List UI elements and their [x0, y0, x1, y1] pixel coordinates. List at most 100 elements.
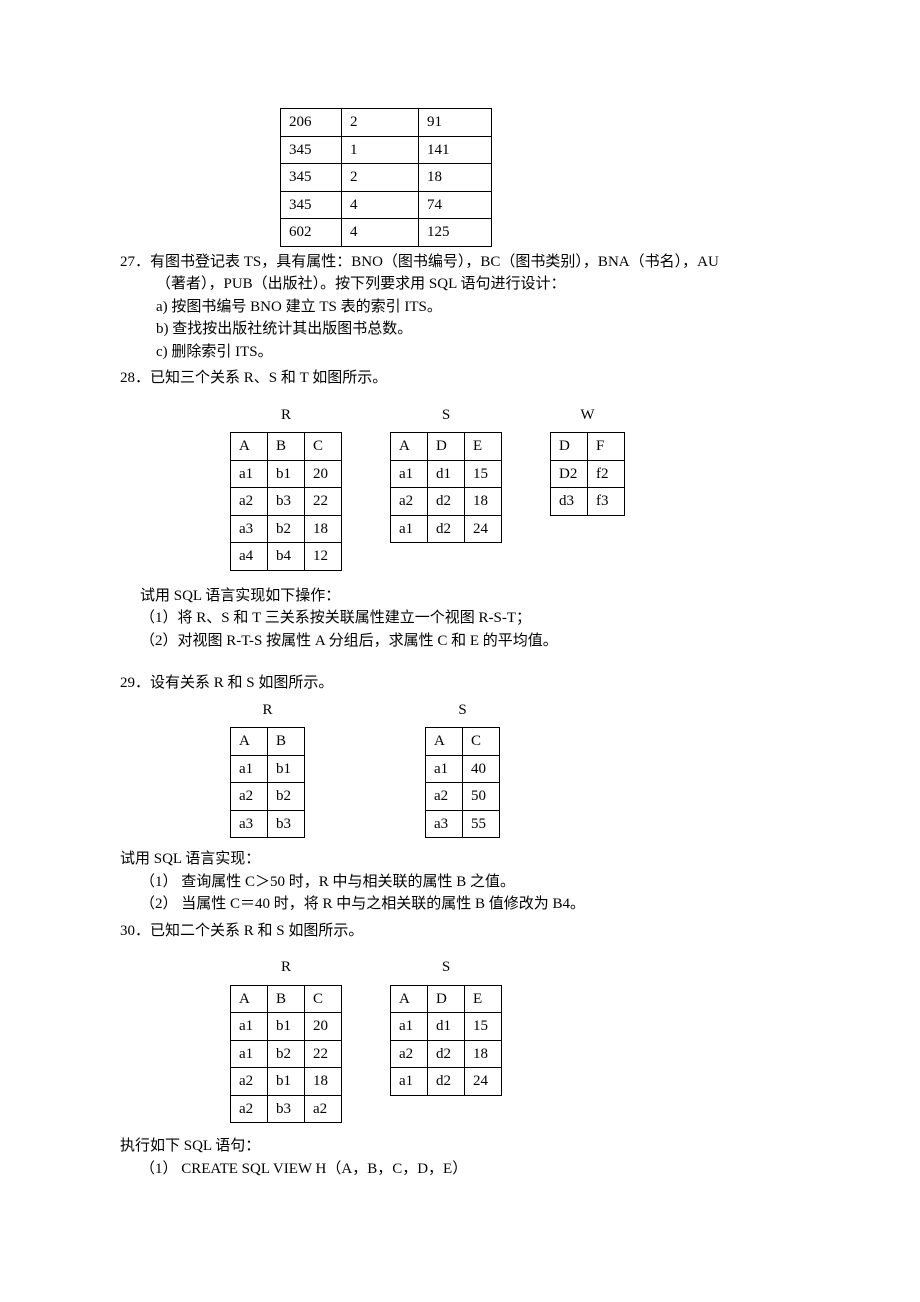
- cell: 22: [305, 488, 342, 516]
- col-header: A: [391, 433, 428, 461]
- question-27: 27．有图书登记表 TS，具有属性：BNO（图书编号），BC（图书类别），BNA…: [120, 251, 800, 364]
- col-header: D: [428, 433, 465, 461]
- table-label: R: [262, 699, 272, 722]
- cell: a3: [231, 810, 268, 838]
- cell: 125: [419, 219, 492, 247]
- q30-p1: 执行如下 SQL 语句：: [120, 1135, 800, 1158]
- cell: a1: [231, 755, 268, 783]
- cell: 141: [419, 136, 492, 164]
- q28-table-w: W DF D2f2 d3f3: [550, 404, 625, 516]
- cell: d2: [428, 1040, 465, 1068]
- cell: b3: [268, 488, 305, 516]
- cell: a2: [231, 488, 268, 516]
- cell: a2: [426, 783, 463, 811]
- cell: f2: [588, 460, 625, 488]
- cell: a3: [231, 515, 268, 543]
- q28-p2: （1）将 R、S 和 T 三关系按关联属性建立一个视图 R-S-T；: [120, 607, 800, 630]
- cell: a2: [391, 488, 428, 516]
- cell: 15: [465, 460, 502, 488]
- cell: a1: [231, 460, 268, 488]
- table-label: R: [281, 956, 291, 979]
- cell: 40: [463, 755, 500, 783]
- q29-table-r: R AB a1b1 a2b2 a3b3: [230, 699, 305, 839]
- cell: 602: [281, 219, 342, 247]
- cell: 20: [305, 1013, 342, 1041]
- cell: 18: [305, 1068, 342, 1096]
- cell: b2: [268, 1040, 305, 1068]
- cell: 22: [305, 1040, 342, 1068]
- table-row: 345 4 74: [281, 191, 492, 219]
- q29-p2: （1） 查询属性 C＞50 时，R 中与相关联的属性 B 之值。: [120, 871, 800, 894]
- question-30: 30．已知二个关系 R 和 S 如图所示。 R ABC a1b120 a1b22…: [120, 920, 800, 1181]
- q30-table-s: S ADE a1d115 a2d218 a1d224: [390, 956, 502, 1096]
- col-header: A: [391, 985, 428, 1013]
- q28-head: 28．已知三个关系 R、S 和 T 如图所示。: [120, 367, 800, 390]
- cell: a4: [231, 543, 268, 571]
- cell: b2: [268, 783, 305, 811]
- q29-table-s: S AC a140 a250 a355: [425, 699, 500, 839]
- cell: 4: [342, 219, 419, 247]
- q27-c: c) 删除索引 ITS。: [120, 341, 800, 364]
- cell: a2: [391, 1040, 428, 1068]
- cell: a3: [426, 810, 463, 838]
- table-label: S: [458, 699, 466, 722]
- top-data-table: 206 2 91 345 1 141 345 2 18 345 4 74 602…: [280, 108, 492, 247]
- cell: 24: [465, 1068, 502, 1096]
- q29-p1: 试用 SQL 语言实现：: [120, 848, 800, 871]
- q28-table-r: R ABC a1b120 a2b322 a3b218 a4b412: [230, 404, 342, 571]
- col-header: C: [305, 985, 342, 1013]
- col-header: E: [465, 985, 502, 1013]
- cell: 345: [281, 191, 342, 219]
- cell: 2: [342, 164, 419, 192]
- col-header: E: [465, 433, 502, 461]
- col-header: A: [231, 985, 268, 1013]
- cell: 15: [465, 1013, 502, 1041]
- table-row: 602 4 125: [281, 219, 492, 247]
- table-row: 345 2 18: [281, 164, 492, 192]
- col-header: B: [268, 433, 305, 461]
- cell: b1: [268, 1013, 305, 1041]
- cell: a2: [231, 1095, 268, 1123]
- cell: a1: [391, 1013, 428, 1041]
- cell: 345: [281, 164, 342, 192]
- col-header: D: [428, 985, 465, 1013]
- cell: 24: [465, 515, 502, 543]
- col-header: A: [426, 728, 463, 756]
- cell: a1: [426, 755, 463, 783]
- cell: 74: [419, 191, 492, 219]
- cell: b1: [268, 755, 305, 783]
- col-header: A: [231, 433, 268, 461]
- cell: d3: [551, 488, 588, 516]
- cell: 2: [342, 109, 419, 137]
- col-header: F: [588, 433, 625, 461]
- cell: 20: [305, 460, 342, 488]
- q28-p1: 试用 SQL 语言实现如下操作：: [120, 585, 800, 608]
- cell: b3: [268, 1095, 305, 1123]
- table-label: R: [281, 404, 291, 427]
- cell: a1: [391, 1068, 428, 1096]
- cell: 1: [342, 136, 419, 164]
- cell: a2: [305, 1095, 342, 1123]
- col-header: A: [231, 728, 268, 756]
- q27-a: a) 按图书编号 BNO 建立 TS 表的索引 ITS。: [120, 296, 800, 319]
- table-label: W: [580, 404, 594, 427]
- cell: 206: [281, 109, 342, 137]
- col-header: C: [305, 433, 342, 461]
- question-28: 28．已知三个关系 R、S 和 T 如图所示。 R ABC a1b120 a2b…: [120, 367, 800, 652]
- cell: b2: [268, 515, 305, 543]
- cell: a1: [391, 460, 428, 488]
- table-label: S: [442, 956, 450, 979]
- cell: a1: [231, 1013, 268, 1041]
- cell: D2: [551, 460, 588, 488]
- cell: d1: [428, 460, 465, 488]
- cell: 91: [419, 109, 492, 137]
- cell: a1: [391, 515, 428, 543]
- cell: d1: [428, 1013, 465, 1041]
- page-root: 206 2 91 345 1 141 345 2 18 345 4 74 602…: [0, 0, 920, 1260]
- cell: 55: [463, 810, 500, 838]
- cell: b3: [268, 810, 305, 838]
- table-row: 345 1 141: [281, 136, 492, 164]
- col-header: C: [463, 728, 500, 756]
- cell: b1: [268, 460, 305, 488]
- q30-head: 30．已知二个关系 R 和 S 如图所示。: [120, 920, 800, 943]
